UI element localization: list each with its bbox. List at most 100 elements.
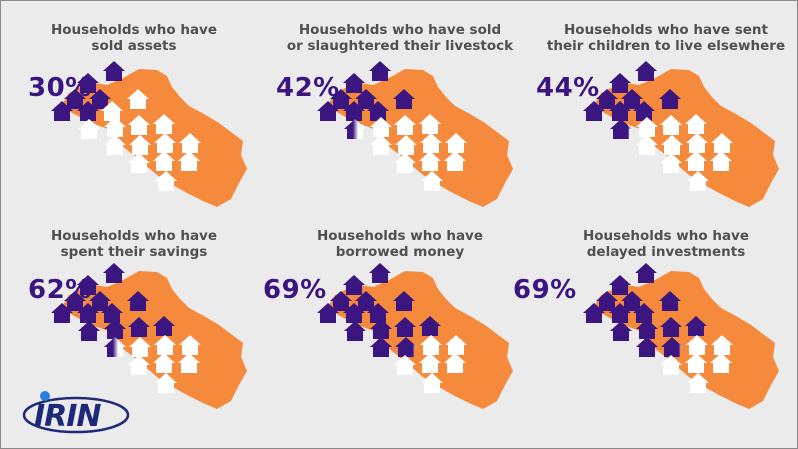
house-icon <box>636 337 658 357</box>
panel-title: Households who have sold or slaughtered … <box>286 22 514 54</box>
house-icon <box>178 353 200 373</box>
house-icon <box>596 89 618 109</box>
house-icon <box>633 101 655 121</box>
house-icon <box>583 101 605 121</box>
panel-title: Households who have delayed investments <box>582 228 750 260</box>
house-icon <box>636 117 658 137</box>
percentage-label: 69% <box>513 275 577 305</box>
house-icon <box>155 171 177 191</box>
house-icon <box>685 353 707 373</box>
house-icon <box>370 337 392 357</box>
house-icon <box>419 151 441 171</box>
house-icon <box>89 291 111 311</box>
percentage-label: 69% <box>263 275 327 305</box>
house-icon <box>395 135 417 155</box>
panel-title: Households who have spent their savings <box>50 228 218 260</box>
house-icon <box>77 73 99 93</box>
house-icon <box>370 117 392 137</box>
house-icon <box>444 353 466 373</box>
house-icon <box>127 89 149 109</box>
house-icon <box>103 61 125 81</box>
house-icon <box>419 353 441 373</box>
house-icon <box>370 135 392 155</box>
house-icon <box>661 135 683 155</box>
country-map-shape <box>329 69 513 207</box>
house-icon <box>635 61 657 81</box>
pictogram-map <box>51 263 247 409</box>
house-icon <box>609 73 631 93</box>
house-icon <box>711 335 733 355</box>
house-icon <box>711 133 733 153</box>
house-icon <box>51 303 73 323</box>
house-icon <box>686 133 708 153</box>
panel-delayed-investments: Households who have delayed investments … <box>513 225 797 448</box>
house-icon <box>129 337 151 357</box>
house-icon <box>710 151 732 171</box>
house-icon <box>394 115 416 135</box>
house-icon <box>636 319 658 339</box>
house-icon <box>636 135 658 155</box>
pictogram-map <box>583 263 779 409</box>
house-icon <box>660 317 682 337</box>
house-icon <box>419 114 441 134</box>
pictogram-map <box>51 61 247 207</box>
country-map-shape <box>595 271 779 409</box>
house-icon <box>330 89 352 109</box>
house-icon <box>685 114 707 134</box>
house-icon <box>155 373 177 393</box>
house-icon <box>64 291 86 311</box>
house-icon <box>685 316 707 336</box>
house-icon <box>128 115 150 135</box>
house-icon <box>369 263 391 283</box>
house-icon <box>104 319 126 339</box>
house-icon <box>687 373 709 393</box>
house-icon <box>367 303 389 323</box>
house-icon <box>393 291 415 311</box>
irin-logo: IRIN <box>21 385 131 441</box>
house-icon <box>104 135 126 155</box>
house-icon <box>129 135 151 155</box>
house-icon <box>420 133 442 153</box>
country-map-shape <box>63 69 247 207</box>
house-icon <box>420 335 442 355</box>
house-icon <box>635 263 657 283</box>
house-icon <box>394 355 416 375</box>
house-icon <box>444 151 466 171</box>
house-icon <box>153 114 175 134</box>
house-icon <box>343 275 365 295</box>
country-map-shape <box>595 69 779 207</box>
house-icon <box>609 275 631 295</box>
house-icon <box>685 151 707 171</box>
house-icon <box>343 303 365 323</box>
house-icon <box>395 337 417 357</box>
percentage-label: 42% <box>276 73 340 103</box>
house-icon <box>153 353 175 373</box>
house-icon <box>610 119 632 139</box>
house-icon <box>687 171 709 191</box>
pictogram-map <box>317 61 513 207</box>
house-icon <box>343 101 365 121</box>
house-icon <box>128 355 150 375</box>
house-icon <box>101 101 123 121</box>
house-icon <box>394 317 416 337</box>
panel-title: Households who have sold assets <box>50 22 218 54</box>
house-icon <box>394 153 416 173</box>
country-map-shape <box>63 271 247 409</box>
house-icon <box>330 291 352 311</box>
house-icon <box>621 291 643 311</box>
house-icon <box>154 335 176 355</box>
house-icon <box>421 171 443 191</box>
house-icon <box>51 101 73 121</box>
house-icon <box>153 151 175 171</box>
pictogram-map <box>317 263 513 409</box>
pictogram-map <box>583 61 779 207</box>
house-icon <box>583 303 605 323</box>
house-icon <box>661 337 683 357</box>
house-icon <box>419 316 441 336</box>
house-icon <box>596 291 618 311</box>
panel-title: Households who have borrowed money <box>316 228 484 260</box>
house-icon <box>344 321 366 341</box>
house-icon <box>104 337 126 357</box>
house-icon <box>621 89 643 109</box>
